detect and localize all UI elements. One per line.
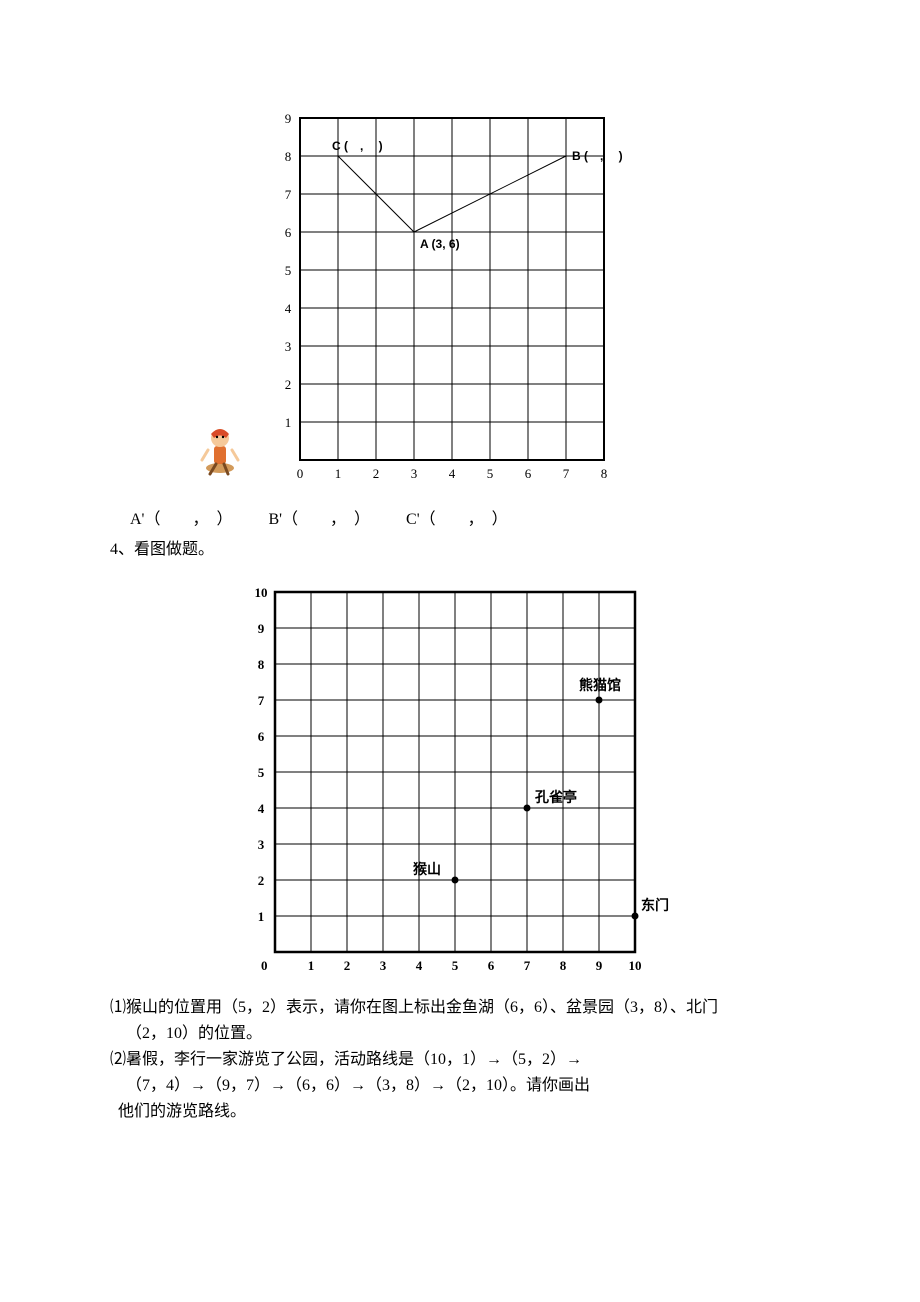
svg-text:5: 5 bbox=[258, 765, 265, 780]
svg-text:8: 8 bbox=[285, 149, 292, 164]
cartoon-character-icon bbox=[196, 420, 244, 476]
svg-text:6: 6 bbox=[258, 729, 265, 744]
c-prime-blank: C'（ ， ） bbox=[406, 511, 508, 528]
svg-text:东门: 东门 bbox=[641, 897, 669, 913]
svg-text:8: 8 bbox=[258, 657, 265, 672]
svg-text:1: 1 bbox=[308, 958, 315, 973]
svg-text:7: 7 bbox=[524, 958, 531, 973]
svg-text:3: 3 bbox=[258, 837, 265, 852]
svg-text:4: 4 bbox=[416, 958, 423, 973]
svg-text:5: 5 bbox=[285, 263, 292, 278]
svg-text:4: 4 bbox=[449, 466, 456, 481]
svg-text:0: 0 bbox=[261, 958, 268, 973]
b-prime-blank: B'（ ， ） bbox=[268, 511, 370, 528]
svg-text:5: 5 bbox=[487, 466, 494, 481]
a-prime-blank: A'（ ， ） bbox=[130, 511, 232, 528]
question-text: ⑴猴山的位置用（5，2）表示，请你在图上标出金鱼湖（6，6）、盆景园（3，8）、… bbox=[110, 996, 810, 1124]
svg-text:3: 3 bbox=[411, 466, 418, 481]
q1-line1: ⑴猴山的位置用（5，2）表示，请你在图上标出金鱼湖（6，6）、盆景园（3，8）、… bbox=[110, 996, 810, 1020]
svg-text:7: 7 bbox=[563, 466, 570, 481]
svg-text:B ( , ): B ( , ) bbox=[572, 149, 623, 163]
svg-text:2: 2 bbox=[373, 466, 380, 481]
svg-text:3: 3 bbox=[380, 958, 387, 973]
q1-line2: （2，10）的位置。 bbox=[110, 1022, 810, 1046]
svg-text:8: 8 bbox=[560, 958, 567, 973]
svg-text:1: 1 bbox=[335, 466, 342, 481]
q2-line1: ⑵暑假，李行一家游览了公园，活动路线是（10，1）→（5，2）→ bbox=[110, 1048, 810, 1072]
q2-line3: 他们的游览路线。 bbox=[110, 1100, 810, 1124]
problem4-header: 4、看图做题。 bbox=[110, 538, 810, 562]
chart2-grid: 0 1 2 3 4 5 6 7 8 9 10 1 2 3 4 5 6 7 8 9 10 猴山 孔雀亭 熊猫馆东门 bbox=[225, 572, 695, 982]
svg-text:4: 4 bbox=[258, 801, 265, 816]
svg-text:7: 7 bbox=[258, 693, 265, 708]
svg-text:C ( , ): C ( , ) bbox=[332, 139, 383, 153]
svg-text:10: 10 bbox=[629, 958, 642, 973]
svg-text:6: 6 bbox=[488, 958, 495, 973]
svg-text:9: 9 bbox=[258, 621, 265, 636]
svg-text:1: 1 bbox=[285, 415, 292, 430]
svg-text:5: 5 bbox=[452, 958, 459, 973]
svg-text:6: 6 bbox=[285, 225, 292, 240]
svg-text:9: 9 bbox=[285, 111, 292, 126]
svg-text:3: 3 bbox=[285, 339, 292, 354]
svg-text:8: 8 bbox=[601, 466, 608, 481]
q2-line2: （7，4）→（9，7）→（6，6）→（3，8）→（2，10）。请你画出 bbox=[110, 1074, 810, 1098]
svg-text:4: 4 bbox=[285, 301, 292, 316]
svg-text:9: 9 bbox=[596, 958, 603, 973]
svg-text:2: 2 bbox=[344, 958, 351, 973]
svg-text:6: 6 bbox=[525, 466, 532, 481]
svg-text:7: 7 bbox=[285, 187, 292, 202]
svg-text:猴山: 猴山 bbox=[412, 861, 441, 877]
chart1-container: 0 1 2 3 4 5 6 7 8 1 2 3 4 5 6 7 8 9 A (3, 6) B ( , ) C ( , ) bbox=[110, 100, 810, 500]
svg-text:孔雀亭: 孔雀亭 bbox=[535, 789, 577, 805]
svg-text:2: 2 bbox=[285, 377, 292, 392]
svg-text:10: 10 bbox=[255, 585, 268, 600]
svg-text:2: 2 bbox=[258, 873, 265, 888]
svg-text:熊猫馆: 熊猫馆 bbox=[579, 677, 621, 693]
answer-prompts: A'（ ， ） B'（ ， ） C'（ ， ） bbox=[130, 508, 810, 532]
svg-text:A (3, 6): A (3, 6) bbox=[420, 237, 460, 251]
chart2-container: 0 1 2 3 4 5 6 7 8 9 10 1 2 3 4 5 6 7 8 9 10 猴山 孔雀亭 熊猫馆东门 bbox=[110, 572, 810, 982]
svg-text:0: 0 bbox=[297, 466, 304, 481]
svg-text:1: 1 bbox=[258, 909, 265, 924]
chart1-grid: 0 1 2 3 4 5 6 7 8 1 2 3 4 5 6 7 8 9 A (3, 6) B ( , ) C ( , ) bbox=[250, 100, 670, 500]
